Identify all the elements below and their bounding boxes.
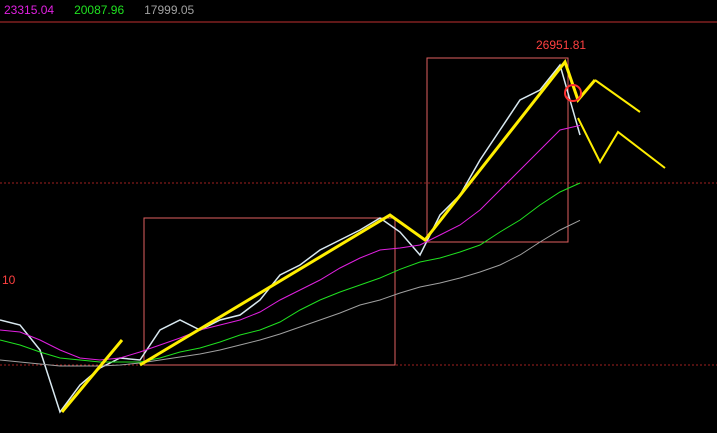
arrow (60, 339, 124, 413)
arrow (139, 58, 597, 367)
highlight-box (426, 57, 569, 243)
legend-entry: 17999.05 (144, 3, 194, 17)
series-line (0, 124, 581, 361)
plot (0, 63, 581, 414)
highlight-box (143, 217, 396, 366)
series-line (0, 219, 581, 367)
marker-circle (564, 84, 582, 102)
arrow (594, 79, 641, 113)
legend-entry: 20087.96 (74, 3, 124, 17)
series-line (0, 63, 581, 414)
price-label: 10 (2, 273, 16, 287)
series-line (0, 182, 581, 363)
arrow (577, 117, 666, 169)
legend-entry: 23315.04 (4, 3, 54, 17)
peak-label: 26951.81 (536, 38, 586, 52)
